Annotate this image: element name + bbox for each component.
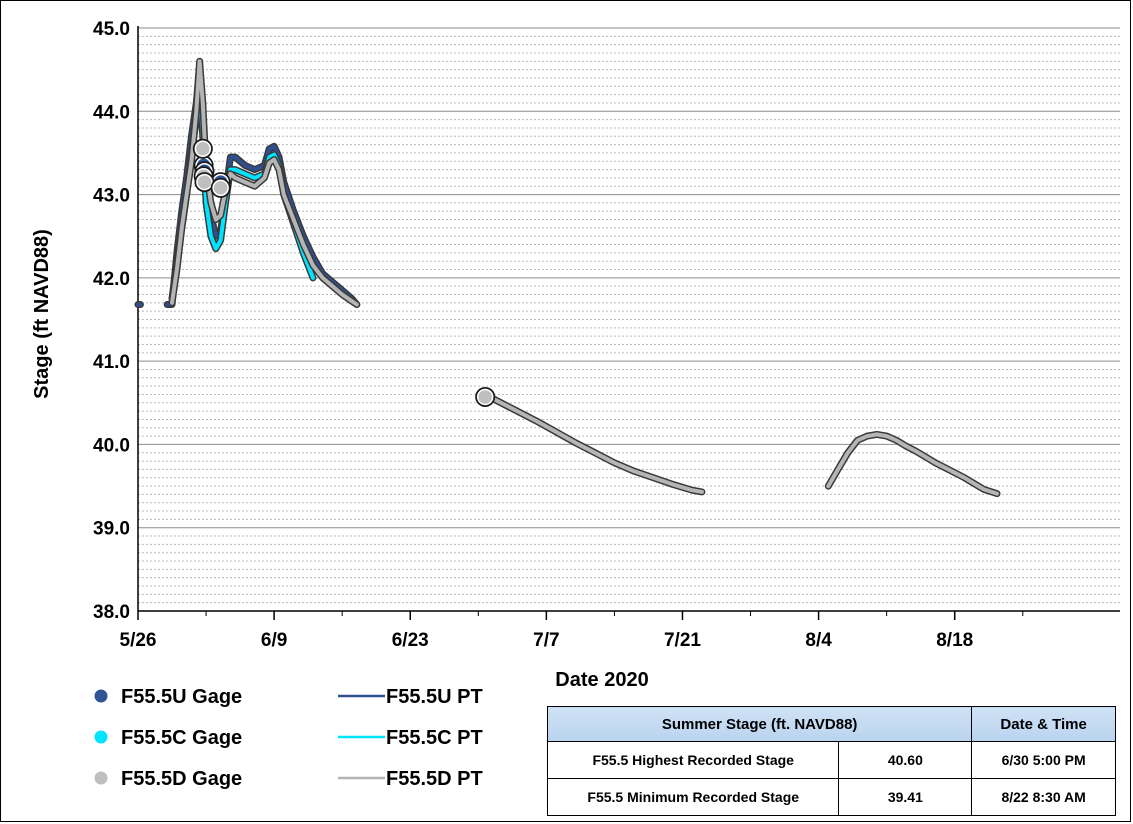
y-tick-label: 38.0 [93, 602, 130, 623]
legend-marker [94, 771, 108, 785]
f55-5d-gage-point [476, 388, 494, 406]
f55-5d-gage-point [196, 173, 213, 191]
f55-5d-gage-point [194, 140, 212, 158]
y-tick-label: 40.0 [93, 435, 130, 456]
legend-marker [94, 689, 108, 703]
y-tick-label: 44.0 [93, 102, 130, 123]
y-tick-label: 42.0 [93, 269, 130, 290]
series-layer [134, 57, 1001, 498]
y-tick-label: 43.0 [93, 186, 130, 207]
y-tick-label: 45.0 [93, 19, 130, 40]
table-row: F55.5 Highest Recorded Stage 40.60 6/30 … [546, 741, 1116, 779]
x-tick-label: 5/26 [120, 630, 157, 651]
f55-5d-pt-line [483, 392, 704, 494]
table-row: F55.5 Minimum Recorded Stage 39.41 8/22 … [546, 778, 1116, 816]
legend-label: F55.5U Gage [121, 686, 242, 708]
f55-5d-pt-line [170, 59, 359, 307]
grid-layer [138, 27, 1120, 612]
y-tick-label: 39.0 [93, 519, 130, 540]
legend-marker [94, 730, 108, 744]
row-datetime: 8/22 8:30 AM [971, 778, 1116, 816]
x-tick-label: 7/7 [533, 630, 559, 651]
header-datetime: Date & Time [971, 706, 1116, 742]
legend-label: F55.5C Gage [121, 727, 242, 749]
legend: F55.5U Gage F55.5U PT F55.5C Gage F55.5C PT… [94, 686, 483, 790]
y-tick-label: 41.0 [93, 352, 130, 373]
row-label: F55.5 Highest Recorded Stage [546, 741, 840, 779]
x-tick-label: 6/9 [261, 630, 287, 651]
gage-points-layer [192, 138, 496, 407]
x-axis-title: Date 2020 [555, 669, 648, 691]
x-tick-label: 8/4 [805, 630, 832, 651]
summary-table: Summer Stage (ft. NAVD88) Date & Time F5… [546, 706, 1116, 816]
x-tick-label: 7/21 [664, 630, 701, 651]
summary-table-header: Summer Stage (ft. NAVD88) Date & Time [546, 706, 1116, 742]
x-tick-label: 8/18 [936, 630, 973, 651]
legend-label: F55.5C PT [386, 727, 483, 749]
legend-label: F55.5D Gage [121, 768, 242, 790]
row-label: F55.5 Minimum Recorded Stage [546, 778, 840, 816]
f55-5d-gage-point [212, 179, 229, 197]
legend-label: F55.5D PT [386, 768, 483, 790]
f55-5d-pt-line [826, 432, 999, 496]
f55-5d-pt-outline [481, 391, 706, 496]
row-value: 39.41 [838, 778, 973, 816]
x-tick-label: 6/23 [392, 630, 429, 651]
legend-label: F55.5U PT [386, 686, 483, 708]
axis-layer: 38.0 39.0 40.0 41.0 42.0 43.0 44.0 45.0 5/26 6/9 6… [93, 19, 1120, 651]
y-axis-title: Stage (ft NAVD88) [31, 229, 53, 399]
row-datetime: 6/30 5:00 PM [971, 741, 1116, 779]
row-value: 40.60 [838, 741, 973, 779]
header-stage: Summer Stage (ft. NAVD88) [546, 706, 973, 742]
